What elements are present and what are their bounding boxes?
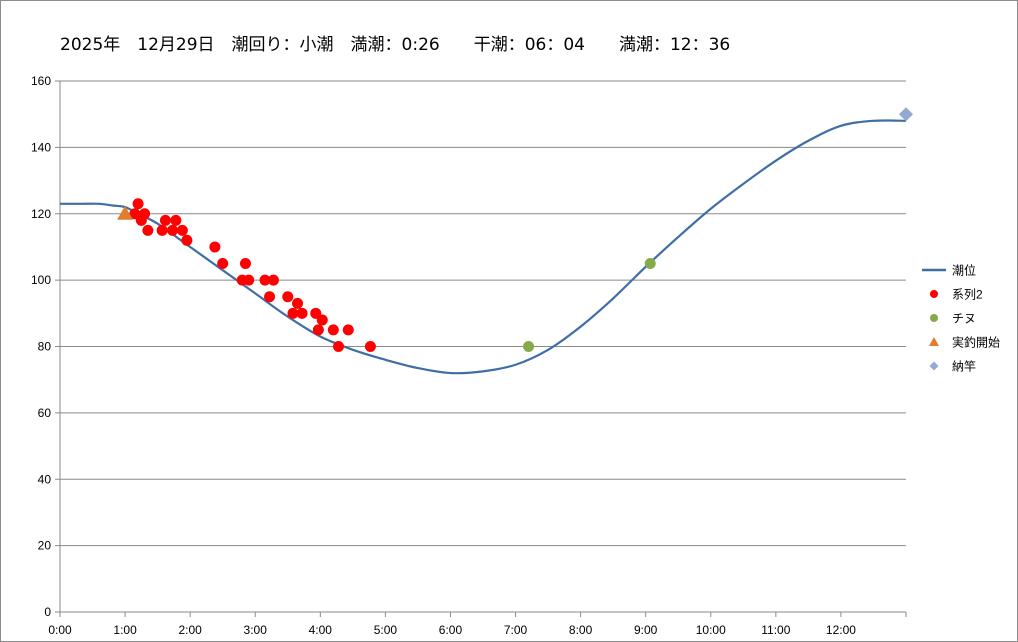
axes: [55, 80, 907, 617]
legend-label: 系列2: [952, 288, 983, 302]
data-point-2: [644, 258, 656, 270]
data-point-1: [209, 241, 221, 253]
plot-area: [60, 107, 913, 375]
y-tick-label: 60: [38, 406, 52, 420]
legend-label: 実釣開始: [952, 335, 1000, 350]
data-point-1: [167, 224, 179, 236]
data-point-1: [333, 341, 345, 352]
data-point-1: [217, 258, 229, 270]
data-point-1: [159, 214, 171, 226]
y-tick-label: 20: [38, 539, 52, 553]
y-tick-label: 40: [38, 472, 52, 486]
data-point-1: [243, 274, 255, 286]
tide-level-line: [60, 119, 907, 375]
x-tick-label: 3:00: [244, 623, 268, 637]
data-point-1: [170, 214, 182, 226]
gridlines: [60, 80, 906, 547]
data-point-1: [264, 291, 276, 303]
y-tick-labels: 0 20 40 60 80 100 120 140 160: [31, 74, 51, 619]
data-point-1: [296, 307, 308, 319]
x-tick-label: 9:00: [634, 623, 658, 637]
legend-marker-key: [929, 337, 939, 346]
y-tick-label: 80: [38, 340, 52, 354]
x-tick-label: 12:00: [826, 623, 856, 637]
data-point-1: [132, 198, 144, 210]
y-tick-label: 120: [31, 207, 51, 221]
legend-marker-key: [929, 361, 939, 371]
x-tick-label: 8:00: [569, 623, 593, 637]
x-tick-label: 10:00: [696, 623, 726, 637]
data-point-1: [342, 324, 354, 336]
legend-label: チヌ: [952, 312, 976, 326]
data-point-1: [287, 307, 299, 319]
x-tick-label: 11:00: [761, 623, 790, 637]
data-point-1: [176, 224, 188, 236]
legend-label: 納竿: [952, 359, 976, 374]
y-tick-label: 160: [31, 74, 51, 88]
data-point-1: [292, 297, 304, 309]
legend-marker-key: [930, 290, 938, 298]
data-point-1: [267, 274, 279, 286]
data-point-1: [259, 274, 271, 286]
data-point-1: [282, 291, 294, 303]
data-point-1: [316, 314, 328, 326]
x-tick-label: 0:00: [48, 623, 72, 637]
x-tick-labels: 0:00 1:00 2:00 3:00 4:00 5:00 6:00 7:00 8:00 9:00…: [48, 623, 856, 637]
data-point-1: [327, 324, 339, 336]
x-tick-label: 7:00: [504, 623, 528, 637]
x-tick-label: 6:00: [439, 623, 463, 637]
y-tick-label: 0: [44, 605, 51, 619]
data-point-1: [142, 224, 154, 236]
data-point-1: [364, 341, 376, 352]
x-tick-label: 4:00: [309, 623, 333, 637]
data-point-1: [181, 234, 193, 246]
data-point-3: [117, 205, 134, 220]
data-point-1: [239, 258, 251, 270]
data-point-1: [139, 208, 151, 220]
y-tick-label: 140: [31, 140, 51, 154]
x-tick-label: 5:00: [374, 623, 398, 637]
legend-marker-key: [930, 314, 938, 322]
data-point-1: [312, 324, 324, 336]
y-tick-label: 100: [31, 273, 51, 287]
x-tick-label: 1:00: [113, 623, 137, 637]
data-point-1: [156, 224, 168, 236]
data-point-2: [523, 341, 535, 352]
data-point-4: [899, 107, 913, 122]
legend-label: 潮位: [952, 263, 976, 278]
chart-title: 2025年 12月29日 潮回り：小潮 満潮：0:26 干潮：06：04 満潮：…: [60, 35, 731, 55]
x-tick-label: 2:00: [178, 623, 202, 637]
